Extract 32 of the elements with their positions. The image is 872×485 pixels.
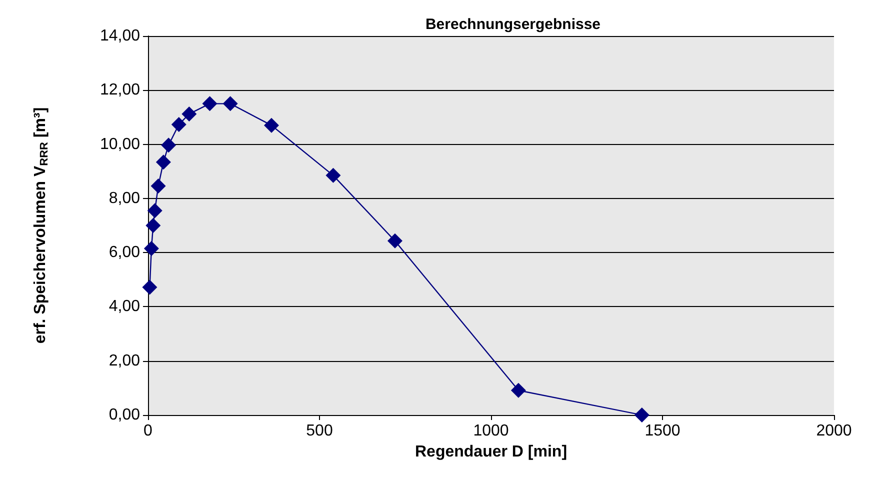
x-tick-label: 1500 (644, 422, 680, 440)
point (142, 280, 158, 295)
point (264, 118, 279, 133)
x-tick-label: 500 (306, 422, 333, 440)
x-axis-title: Regendauer D [min] (414, 443, 568, 460)
point (156, 154, 171, 170)
point (222, 96, 238, 112)
point (161, 138, 176, 153)
x-tick-label: 1000 (473, 422, 509, 440)
chart-title: Berechnungsergebnisse (425, 16, 601, 33)
point (326, 168, 341, 183)
point (147, 203, 162, 218)
x-tick-label: 0 (144, 422, 153, 440)
y-tick-label: 12,00 (100, 82, 140, 99)
point (182, 106, 197, 122)
point (144, 241, 159, 256)
y-axis-title: erf. Speichervolumen VRRR [m³] (32, 107, 50, 344)
x-tick-label: 2000 (816, 422, 852, 440)
y-tick-label: 14,00 (100, 28, 140, 44)
point (150, 178, 166, 194)
y-tick-label: 6,00 (108, 244, 140, 262)
y-tick-label: 8,00 (108, 190, 140, 207)
point (202, 96, 218, 112)
point (171, 117, 186, 132)
point (387, 233, 402, 248)
y-tick-label: 0,00 (108, 406, 140, 424)
point (146, 218, 161, 233)
y-tick-label: 10,00 (100, 136, 140, 153)
y-tick-label: 4,00 (108, 298, 140, 316)
point (634, 408, 650, 422)
y-tick-label: 2,00 (108, 352, 140, 370)
point (510, 382, 526, 398)
